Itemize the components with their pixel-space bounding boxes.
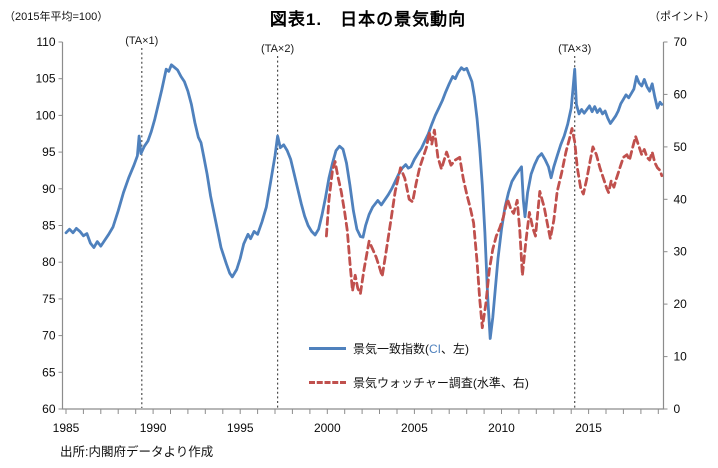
- series-line-watchers: [324, 127, 664, 330]
- svg-text:2010: 2010: [488, 421, 515, 435]
- series-line-ci: [64, 63, 664, 340]
- svg-text:2000: 2000: [314, 421, 341, 435]
- svg-text:2015: 2015: [575, 421, 602, 435]
- tax-marker-label-3: (TA×3): [558, 43, 591, 55]
- legend-label-watchers-text: 景気ウォッチャー調査(水準、右): [353, 375, 529, 390]
- tax-marker-label-2: (TA×2): [261, 43, 294, 55]
- svg-text:100: 100: [35, 108, 55, 122]
- svg-text:85: 85: [42, 219, 56, 233]
- svg-text:60: 60: [674, 87, 688, 101]
- svg-text:50: 50: [674, 140, 688, 154]
- svg-text:105: 105: [35, 72, 55, 86]
- legend-item-ci: 景気一致指数(CI、左): [309, 340, 469, 357]
- svg-text:90: 90: [42, 182, 56, 196]
- svg-text:40: 40: [674, 192, 688, 206]
- left-axis-unit-label: （2015年平均=100）: [4, 11, 109, 23]
- svg-text:30: 30: [674, 245, 688, 259]
- chart-title: 図表1. 日本の景気動向: [269, 10, 467, 29]
- legend-label-ci-suffix: 、左): [441, 341, 469, 356]
- watchers-line-sample: [309, 380, 346, 384]
- svg-text:80: 80: [42, 255, 56, 269]
- svg-text:2005: 2005: [401, 421, 428, 435]
- svg-text:75: 75: [42, 292, 56, 306]
- svg-text:60: 60: [42, 402, 56, 416]
- svg-text:0: 0: [674, 402, 681, 416]
- legend-label-ci: 景気一致指数(CI、左): [353, 340, 469, 357]
- right-axis-unit-label: （ポイント）: [649, 11, 715, 23]
- svg-text:1990: 1990: [140, 421, 167, 435]
- svg-text:1985: 1985: [53, 421, 80, 435]
- source-note: 出所:内閣府データより作成: [60, 445, 214, 459]
- legend-item-watchers: 景気ウォッチャー調査(水準、右): [309, 374, 529, 391]
- legend-label-ci-highlight: CI: [429, 341, 441, 356]
- svg-text:110: 110: [36, 35, 55, 49]
- svg-text:95: 95: [42, 145, 56, 159]
- svg-text:70: 70: [42, 329, 56, 343]
- ci-line-sample: [309, 346, 346, 350]
- legend-label-ci-prefix: 景気一致指数(: [353, 341, 429, 356]
- svg-text:10: 10: [674, 350, 688, 364]
- svg-text:65: 65: [42, 365, 56, 379]
- svg-text:20: 20: [674, 297, 688, 311]
- svg-text:70: 70: [674, 35, 688, 49]
- legend-label-watchers: 景気ウォッチャー調査(水準、右): [353, 374, 529, 391]
- tax-marker-label-1: (TA×1): [125, 35, 158, 47]
- svg-text:1995: 1995: [227, 421, 254, 435]
